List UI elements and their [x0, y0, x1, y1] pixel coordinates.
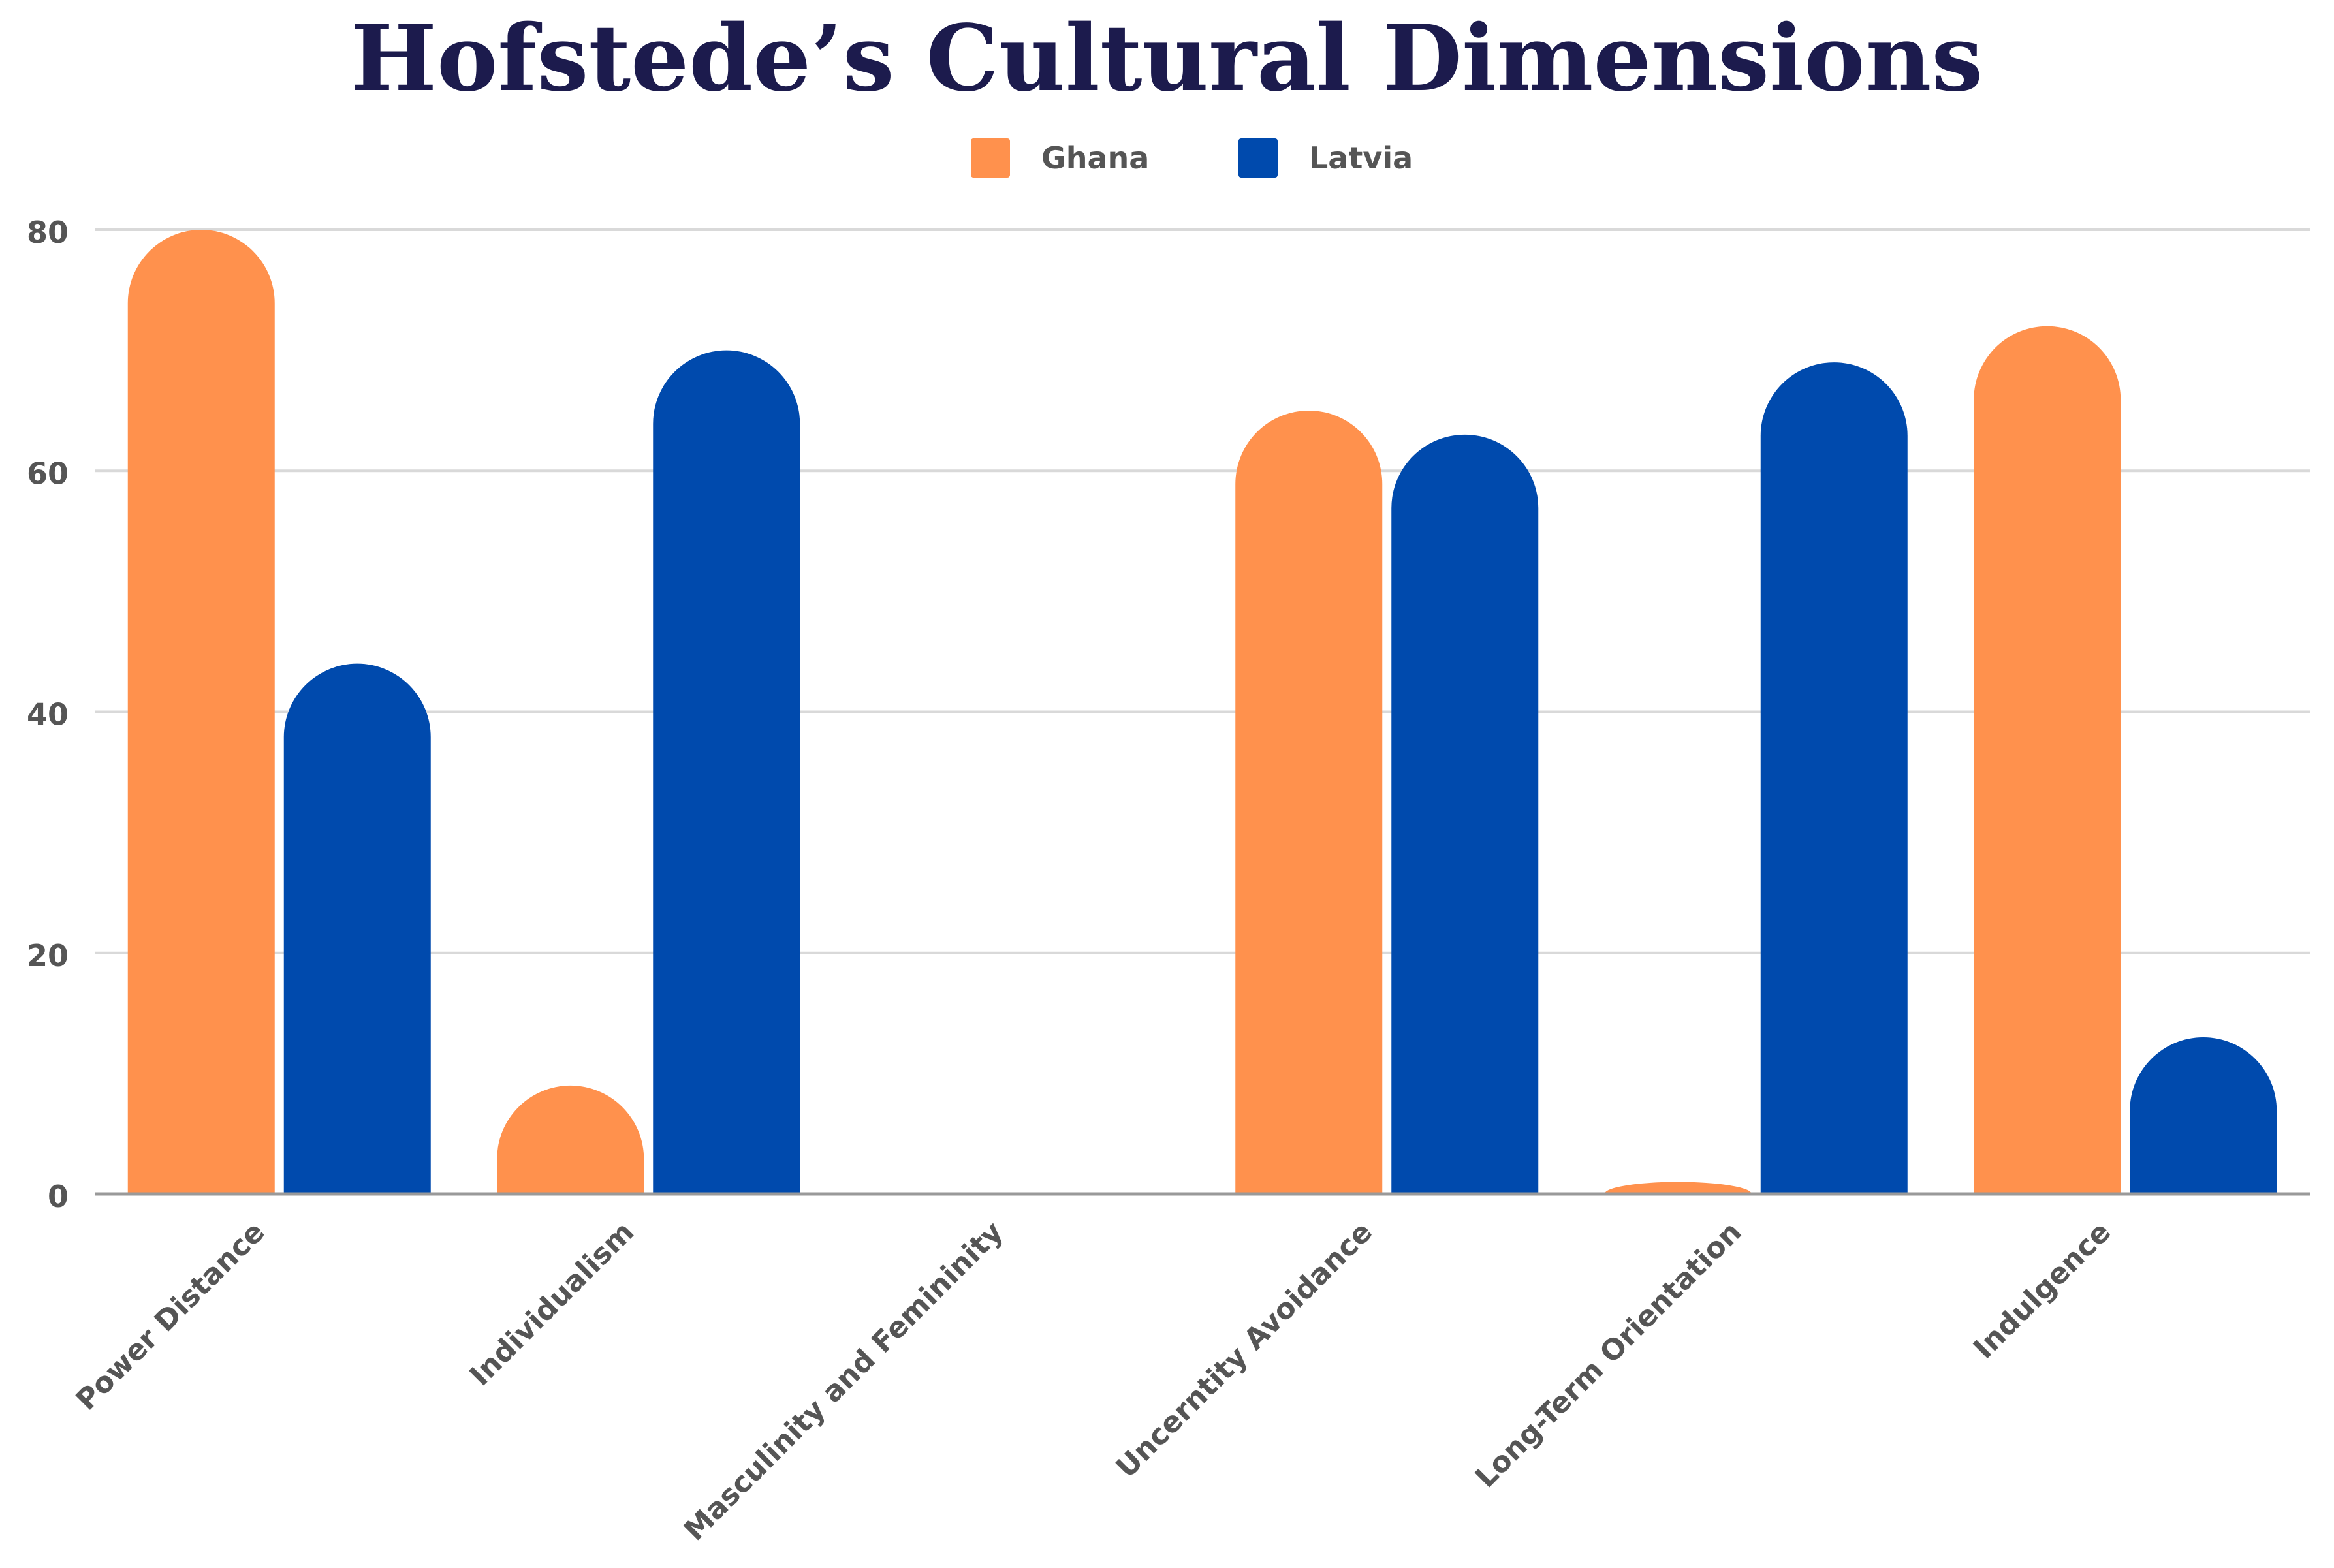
- y-tick-label: 20: [27, 938, 69, 973]
- x-tick-label: Power Distance: [70, 1215, 272, 1417]
- x-tick-label: Masculinity and Femininity: [678, 1215, 1009, 1547]
- x-tick-label: Individualism: [464, 1215, 640, 1392]
- legend-swatch-latvia: [1238, 138, 1278, 178]
- gridlines: [95, 228, 2310, 954]
- legend-label-ghana: Ghana: [1041, 140, 1149, 176]
- bar-latvia-5: [2130, 1037, 2277, 1194]
- legend-label-latvia: Latvia: [1309, 140, 1413, 176]
- x-tick-label: Uncerntity Avoidance: [1110, 1215, 1379, 1484]
- bar-latvia-1: [653, 350, 800, 1194]
- y-tick-label: 0: [48, 1179, 69, 1214]
- bars: [127, 230, 2277, 1195]
- y-tick-label: 40: [27, 697, 69, 732]
- x-tick-label: Indulgence: [1967, 1215, 2117, 1366]
- bar-ghana-3: [1235, 410, 1383, 1194]
- y-tick-label: 80: [27, 215, 69, 250]
- legend-swatch-ghana: [971, 138, 1010, 178]
- x-tick-label: Long-Term Orientation: [1469, 1215, 1748, 1494]
- bar-ghana-4: [1604, 1182, 1752, 1194]
- bar-latvia-0: [283, 663, 431, 1194]
- y-tick-label: 60: [27, 456, 69, 491]
- bar-ghana-5: [1974, 326, 2121, 1194]
- bar-ghana-0: [127, 230, 275, 1195]
- chart-title: Hofstede’s Cultural Dimensions: [351, 5, 1983, 112]
- bar-latvia-4: [1760, 362, 1908, 1194]
- x-axis-labels: Power Distance Individualism Masculinity a…: [70, 1215, 2117, 1547]
- legend: Ghana Latvia: [971, 138, 1413, 178]
- y-axis-ticks: 0 20 40 60 80: [27, 215, 69, 1214]
- bar-latvia-3: [1391, 434, 1539, 1194]
- bar-ghana-1: [497, 1085, 644, 1194]
